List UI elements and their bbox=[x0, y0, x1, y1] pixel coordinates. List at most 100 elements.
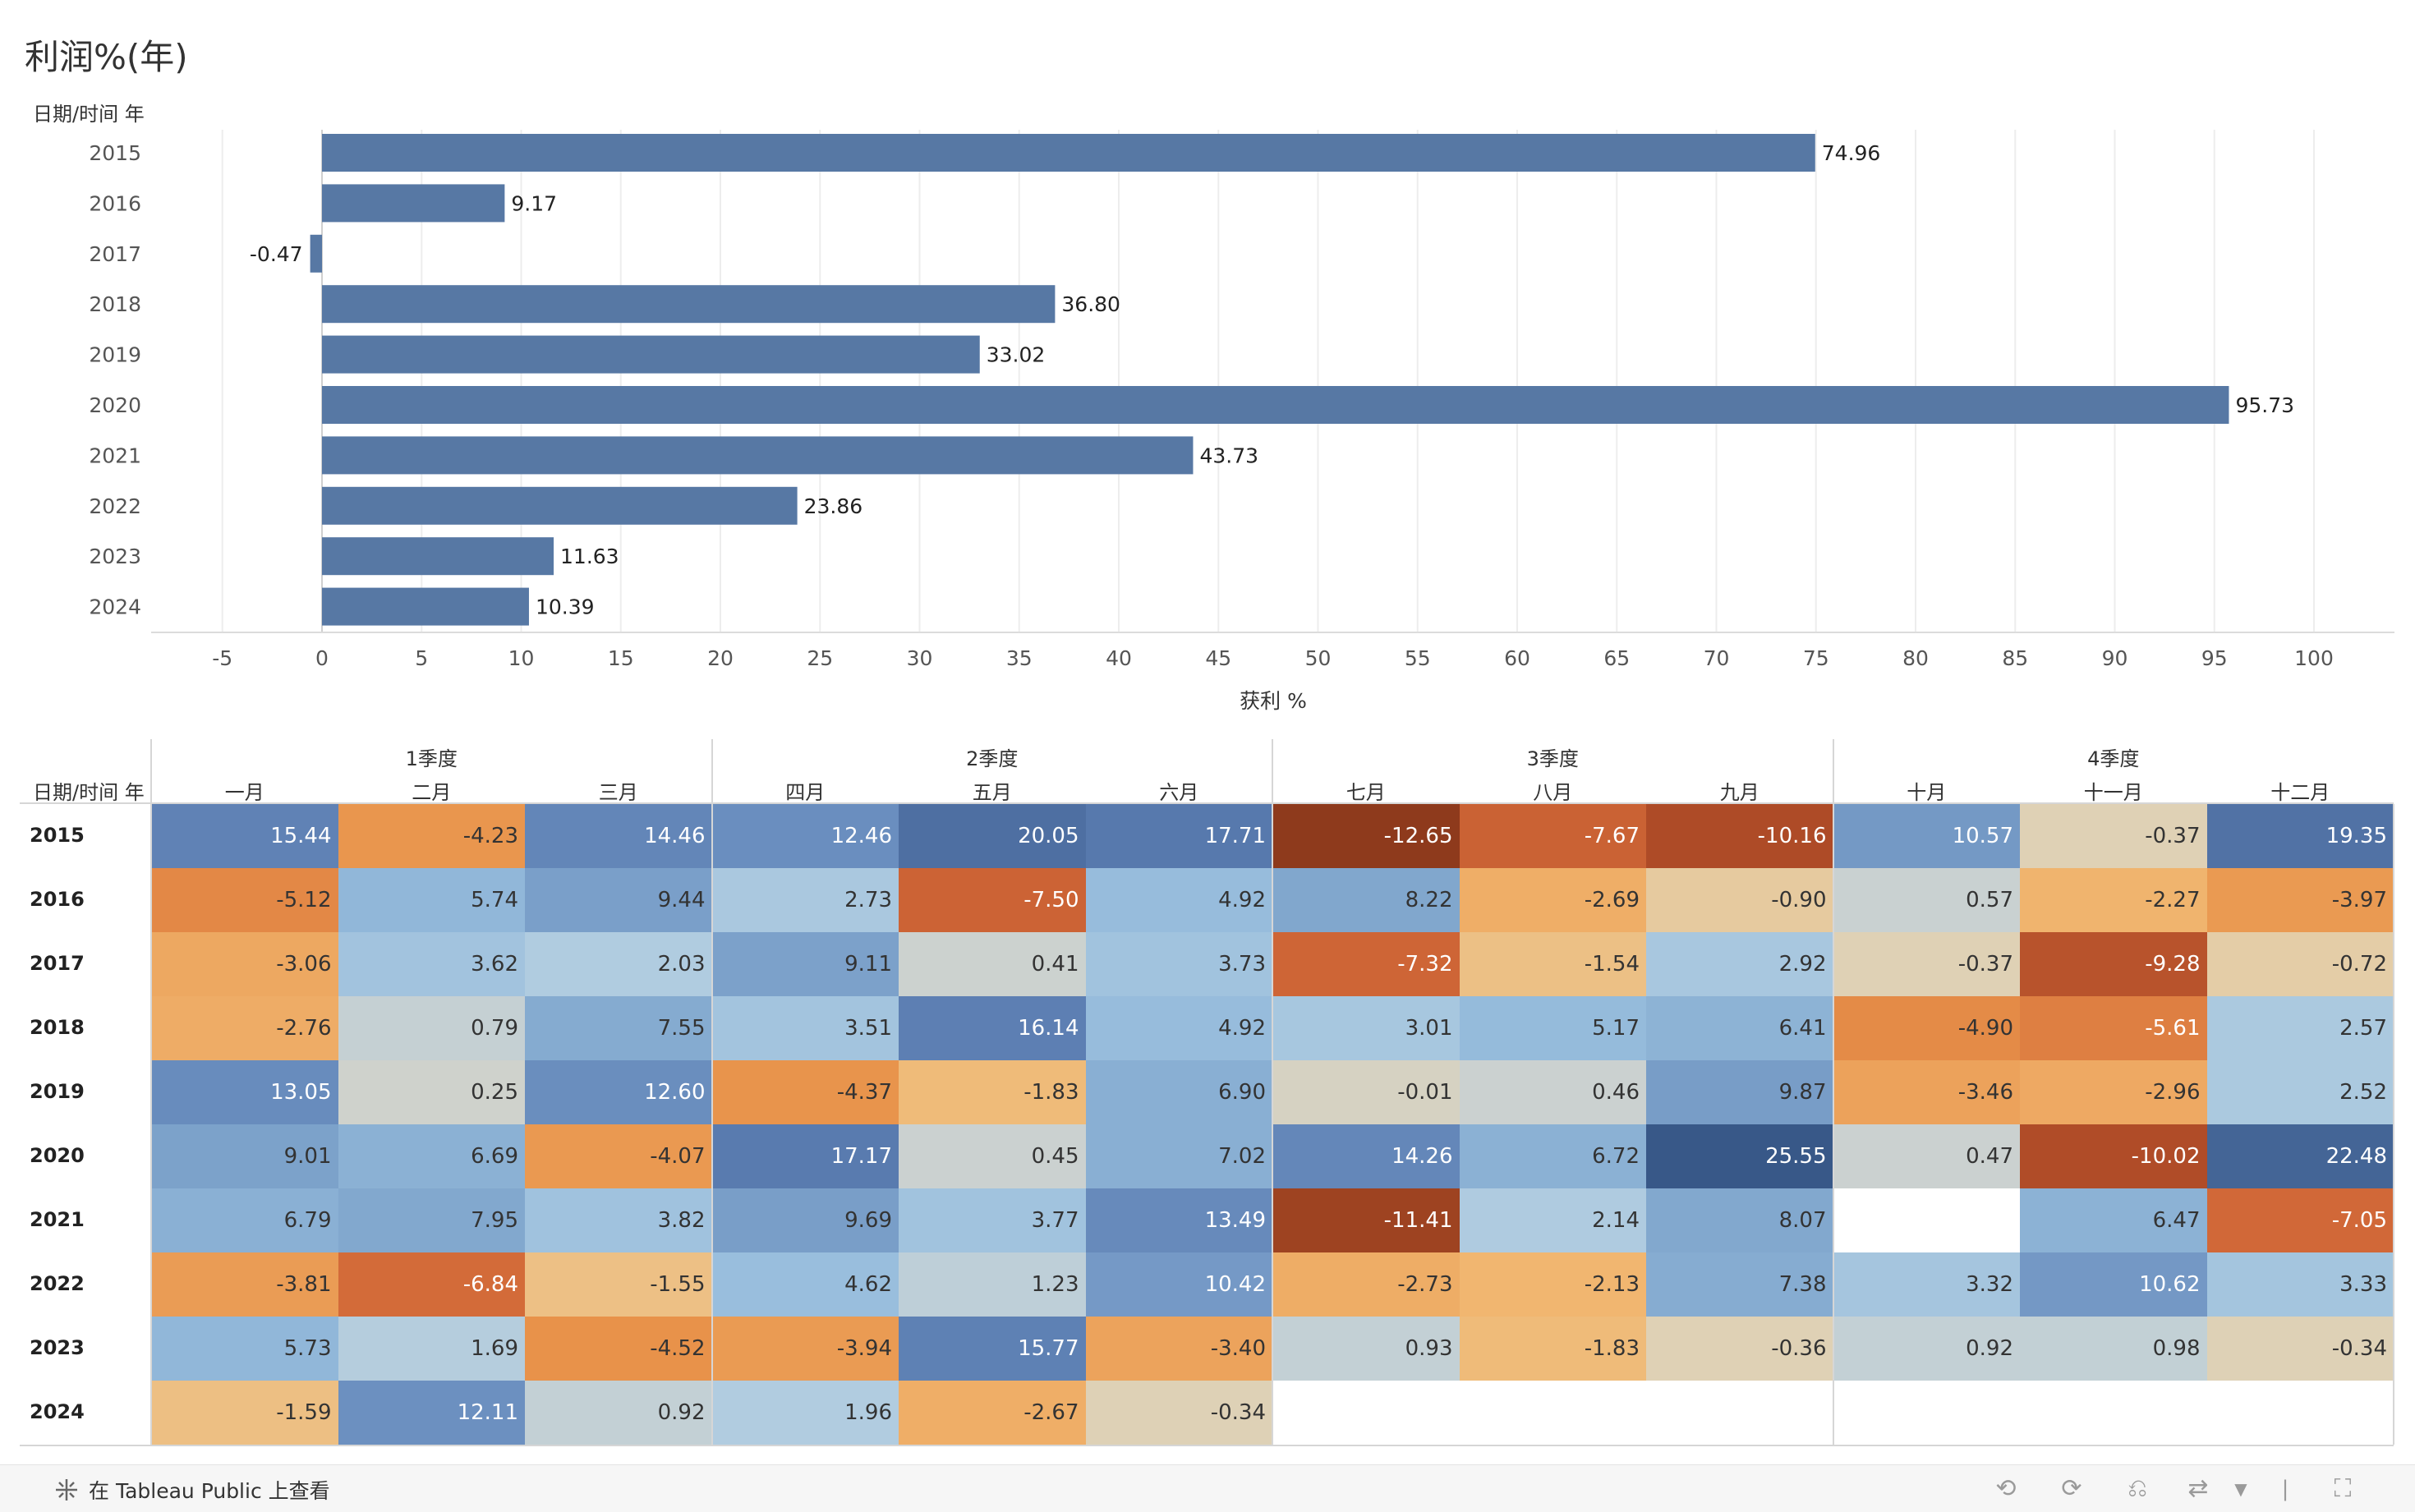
heatmap-cell[interactable]: -0.36 bbox=[1646, 1317, 1833, 1381]
heatmap-cell[interactable]: 6.79 bbox=[151, 1188, 338, 1252]
heatmap-cell[interactable]: 1.23 bbox=[899, 1252, 1086, 1317]
heatmap-cell[interactable]: -6.84 bbox=[338, 1252, 525, 1317]
heatmap-cell[interactable]: -0.34 bbox=[1085, 1381, 1272, 1445]
heatmap-cell[interactable]: -7.32 bbox=[1272, 932, 1460, 996]
heatmap-cell[interactable]: 16.14 bbox=[899, 996, 1086, 1060]
heatmap-cell[interactable]: -0.72 bbox=[2206, 932, 2394, 996]
heatmap-cell[interactable]: 0.93 bbox=[1272, 1317, 1460, 1381]
heatmap-cell[interactable]: 5.17 bbox=[1459, 996, 1646, 1060]
heatmap-cell[interactable]: 19.35 bbox=[2206, 804, 2394, 868]
heatmap-cell[interactable]: -0.37 bbox=[2020, 804, 2207, 868]
heatmap-cell[interactable]: -3.94 bbox=[711, 1317, 899, 1381]
heatmap-cell[interactable]: -3.46 bbox=[1833, 1060, 2020, 1124]
heatmap-cell[interactable]: 5.73 bbox=[151, 1317, 338, 1381]
heatmap-cell[interactable]: 0.92 bbox=[1833, 1317, 2020, 1381]
heatmap-cell[interactable]: 3.62 bbox=[338, 932, 525, 996]
heatmap-cell[interactable]: 2.73 bbox=[711, 868, 899, 932]
heatmap-cell[interactable]: 15.44 bbox=[151, 804, 338, 868]
redo-icon[interactable]: ⟳ bbox=[2061, 1474, 2082, 1503]
heatmap-cell[interactable]: -4.23 bbox=[338, 804, 525, 868]
heatmap-cell[interactable]: 1.69 bbox=[338, 1317, 525, 1381]
heatmap-cell[interactable]: 15.77 bbox=[899, 1317, 1086, 1381]
heatmap-cell[interactable]: -0.90 bbox=[1646, 868, 1833, 932]
heatmap-cell[interactable]: 9.11 bbox=[711, 932, 899, 996]
heatmap-cell[interactable]: 20.05 bbox=[899, 804, 1086, 868]
heatmap-cell[interactable]: 17.71 bbox=[1085, 804, 1272, 868]
heatmap-cell[interactable]: -2.96 bbox=[2020, 1060, 2207, 1124]
heatmap-cell[interactable]: 7.95 bbox=[338, 1188, 525, 1252]
heatmap-cell[interactable]: 8.07 bbox=[1646, 1188, 1833, 1252]
heatmap-cell[interactable]: -4.07 bbox=[525, 1124, 712, 1188]
heatmap-cell[interactable]: 9.87 bbox=[1646, 1060, 1833, 1124]
heatmap-cell[interactable]: -12.65 bbox=[1272, 804, 1460, 868]
heatmap-cell[interactable]: -2.27 bbox=[2020, 868, 2207, 932]
heatmap-cell[interactable]: -10.16 bbox=[1646, 804, 1833, 868]
heatmap-cell[interactable]: 14.26 bbox=[1272, 1124, 1460, 1188]
heatmap-cell[interactable]: -3.81 bbox=[151, 1252, 338, 1317]
heatmap-cell[interactable]: -4.52 bbox=[525, 1317, 712, 1381]
heatmap-cell[interactable]: 2.52 bbox=[2206, 1060, 2394, 1124]
heatmap-cell[interactable]: -7.67 bbox=[1459, 804, 1646, 868]
heatmap-cell[interactable]: 22.48 bbox=[2206, 1124, 2394, 1188]
heatmap-cell[interactable]: 0.47 bbox=[1833, 1124, 2020, 1188]
heatmap-cell[interactable]: 7.38 bbox=[1646, 1252, 1833, 1317]
heatmap-cell[interactable]: 9.69 bbox=[711, 1188, 899, 1252]
heatmap-cell[interactable]: -2.13 bbox=[1459, 1252, 1646, 1317]
heatmap-cell[interactable]: -0.01 bbox=[1272, 1060, 1460, 1124]
heatmap-cell[interactable]: 3.77 bbox=[899, 1188, 1086, 1252]
heatmap-cell[interactable]: -3.06 bbox=[151, 932, 338, 996]
heatmap-cell[interactable]: 9.44 bbox=[525, 868, 712, 932]
heatmap-cell[interactable]: -3.97 bbox=[2206, 868, 2394, 932]
heatmap-cell[interactable]: -1.55 bbox=[525, 1252, 712, 1317]
heatmap-cell[interactable]: 13.05 bbox=[151, 1060, 338, 1124]
heatmap-cell[interactable]: 0.57 bbox=[1833, 868, 2020, 932]
heatmap-cell[interactable]: 9.01 bbox=[151, 1124, 338, 1188]
heatmap-cell[interactable]: 12.46 bbox=[711, 804, 899, 868]
heatmap-cell[interactable]: -9.28 bbox=[2020, 932, 2207, 996]
heatmap-cell[interactable]: -11.41 bbox=[1272, 1188, 1460, 1252]
share-icon[interactable]: ⇄ bbox=[2187, 1474, 2209, 1503]
dropdown-caret-icon[interactable]: ▼ bbox=[2234, 1479, 2247, 1499]
fullscreen-icon[interactable]: ⛶ bbox=[2334, 1474, 2352, 1503]
heatmap-cell[interactable]: 0.46 bbox=[1459, 1060, 1646, 1124]
heatmap-cell[interactable]: 0.41 bbox=[899, 932, 1086, 996]
heatmap-cell[interactable]: 0.79 bbox=[338, 996, 525, 1060]
heatmap-cell[interactable]: 7.55 bbox=[525, 996, 712, 1060]
heatmap-cell[interactable]: -1.83 bbox=[1459, 1317, 1646, 1381]
heatmap-cell[interactable]: 10.62 bbox=[2020, 1252, 2207, 1317]
heatmap-cell[interactable]: -2.73 bbox=[1272, 1252, 1460, 1317]
heatmap-cell[interactable]: 10.57 bbox=[1833, 804, 2020, 868]
heatmap-cell[interactable]: -7.50 bbox=[899, 868, 1086, 932]
revert-icon[interactable]: ⎌ bbox=[2128, 1474, 2147, 1503]
heatmap-cell[interactable]: 8.22 bbox=[1272, 868, 1460, 932]
heatmap-cell[interactable]: 3.51 bbox=[711, 996, 899, 1060]
heatmap-cell[interactable]: 3.01 bbox=[1272, 996, 1460, 1060]
heatmap-cell[interactable]: -5.61 bbox=[2020, 996, 2207, 1060]
heatmap-cell[interactable]: -5.12 bbox=[151, 868, 338, 932]
heatmap-cell[interactable]: -3.40 bbox=[1085, 1317, 1272, 1381]
heatmap-cell[interactable]: 1.96 bbox=[711, 1381, 899, 1445]
heatmap-cell[interactable]: 5.74 bbox=[338, 868, 525, 932]
heatmap-cell[interactable]: -10.02 bbox=[2020, 1124, 2207, 1188]
heatmap-cell[interactable]: 2.14 bbox=[1459, 1188, 1646, 1252]
heatmap-cell[interactable]: 6.90 bbox=[1085, 1060, 1272, 1124]
heatmap-cell[interactable]: 2.92 bbox=[1646, 932, 1833, 996]
heatmap-cell[interactable]: -0.37 bbox=[1833, 932, 2020, 996]
heatmap-cell[interactable]: -1.54 bbox=[1459, 932, 1646, 996]
heatmap-cell[interactable]: 3.33 bbox=[2206, 1252, 2394, 1317]
heatmap-cell[interactable]: 17.17 bbox=[711, 1124, 899, 1188]
heatmap-cell[interactable]: 14.46 bbox=[525, 804, 712, 868]
heatmap-cell[interactable]: 12.11 bbox=[338, 1381, 525, 1445]
heatmap-cell[interactable]: 6.69 bbox=[338, 1124, 525, 1188]
heatmap-cell[interactable]: 6.47 bbox=[2020, 1188, 2207, 1252]
heatmap-cell[interactable]: 6.41 bbox=[1646, 996, 1833, 1060]
heatmap-cell[interactable]: 0.92 bbox=[525, 1381, 712, 1445]
undo-icon[interactable]: ⟲ bbox=[1995, 1474, 2017, 1503]
heatmap-cell[interactable]: 10.42 bbox=[1085, 1252, 1272, 1317]
heatmap-cell[interactable]: 2.03 bbox=[525, 932, 712, 996]
heatmap-cell[interactable]: -2.67 bbox=[899, 1381, 1086, 1445]
heatmap-cell[interactable]: 4.92 bbox=[1085, 868, 1272, 932]
heatmap-cell[interactable]: 4.92 bbox=[1085, 996, 1272, 1060]
heatmap-cell[interactable]: -4.37 bbox=[711, 1060, 899, 1124]
heatmap-cell[interactable]: -2.69 bbox=[1459, 868, 1646, 932]
